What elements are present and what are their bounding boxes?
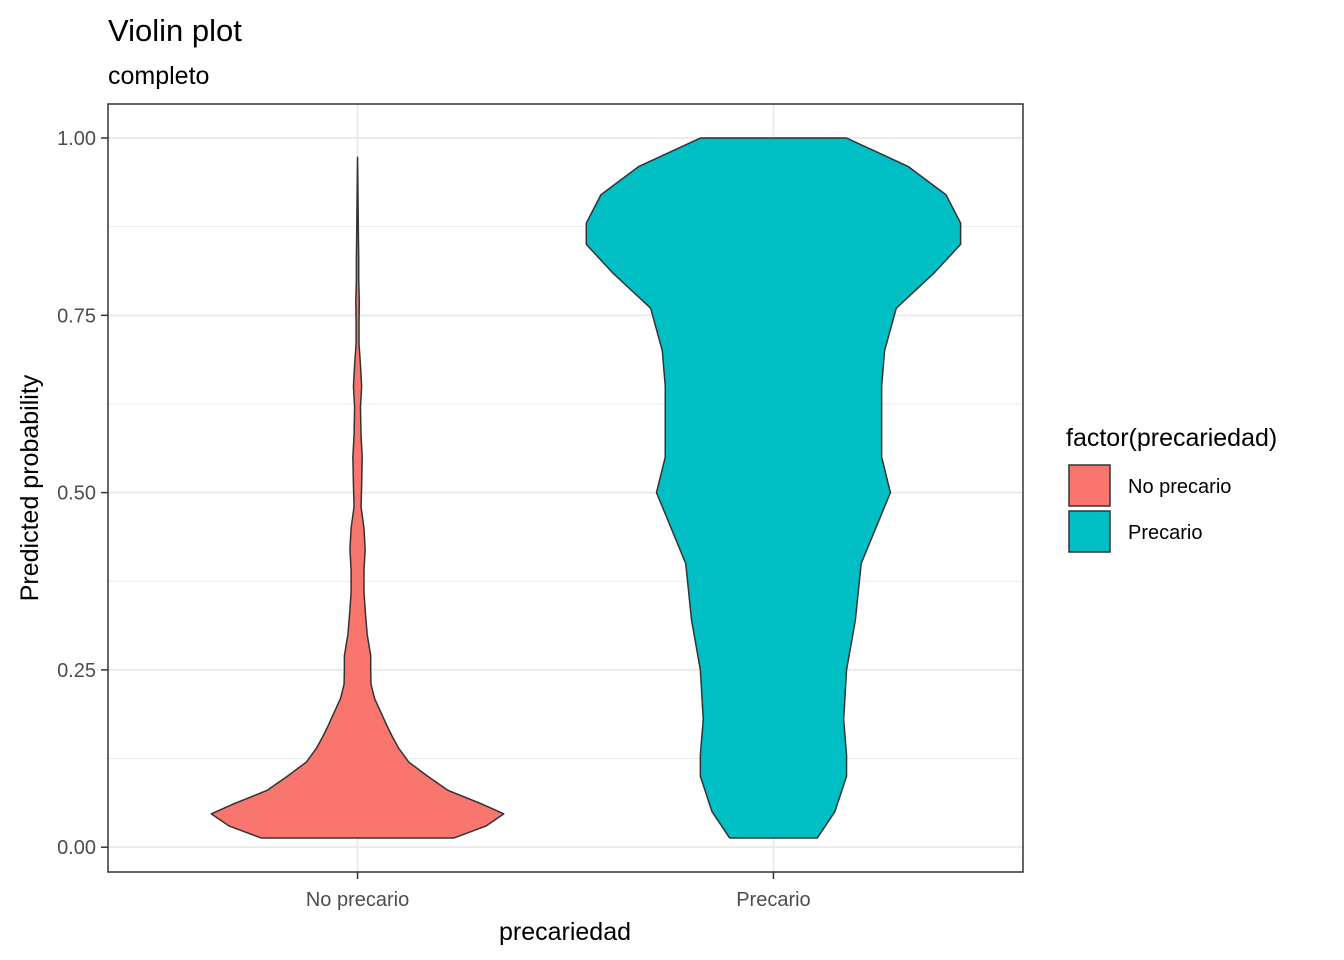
y-tick-label: 0.50: [57, 483, 96, 505]
legend-key: [1068, 464, 1111, 507]
y-axis-ticks: 0.00 0.25 0.50 0.75 1.00: [57, 128, 108, 859]
x-axis-ticks: No precario Precario: [306, 872, 811, 911]
legend-label: No precario: [1128, 476, 1231, 498]
plot-panel-border: [107, 103, 1024, 873]
violin-no-precario: [210, 156, 505, 839]
y-tick-label: 0.25: [57, 660, 96, 682]
x-axis-title: precariedad: [499, 918, 631, 946]
x-tick-label: No precario: [306, 889, 409, 911]
y-tick-label: 0.75: [57, 305, 96, 327]
y-tick-label: 1.00: [57, 128, 96, 150]
y-axis-title: Predicted probability: [16, 374, 44, 601]
violin-precario: [585, 137, 962, 839]
chart-title: Violin plot: [108, 13, 242, 48]
legend-title: factor(precariedad): [1066, 424, 1277, 452]
legend-label: Precario: [1128, 522, 1202, 544]
legend-key: [1068, 510, 1111, 553]
y-tick-label: 0.00: [57, 837, 96, 859]
legend-items: No precario Precario: [1068, 464, 1231, 553]
violins: [210, 137, 962, 839]
chart-subtitle: completo: [108, 62, 209, 90]
x-tick-label: Precario: [736, 889, 810, 911]
legend: factor(precariedad) No precario Precario: [1066, 424, 1277, 553]
